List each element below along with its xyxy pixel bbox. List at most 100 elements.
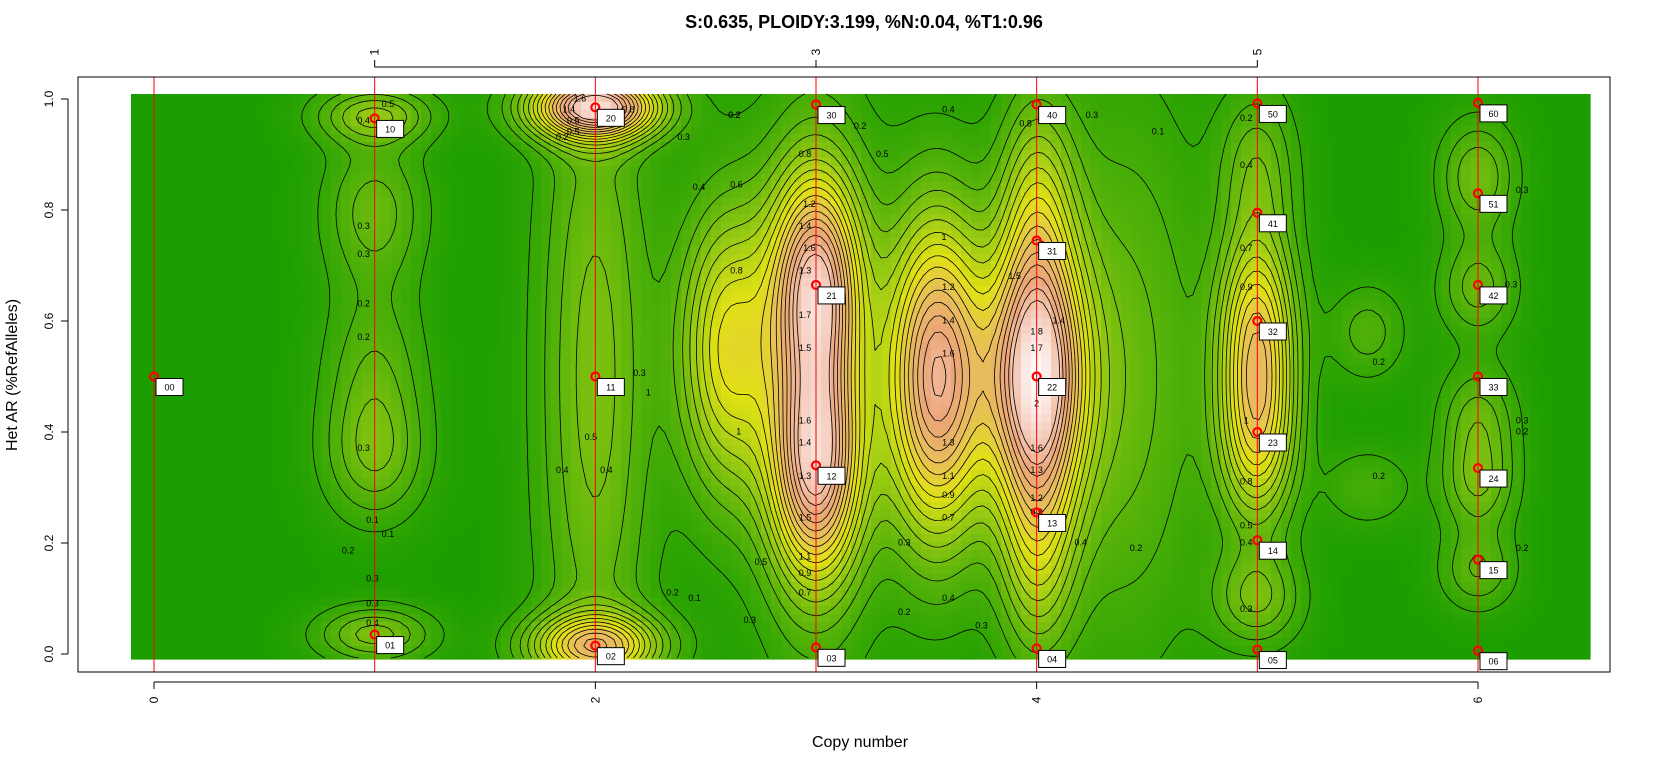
heat-cell [1581, 350, 1591, 359]
heat-cell [411, 102, 422, 111]
heat-cell [981, 334, 992, 343]
heat-cell [1411, 246, 1422, 255]
heat-cell [1041, 166, 1052, 175]
heat-cell [741, 286, 752, 295]
heat-cell [591, 190, 602, 199]
heat-cell [1131, 198, 1142, 207]
heat-cell [1361, 118, 1372, 127]
heat-cell [431, 150, 442, 159]
heat-cell [1371, 174, 1382, 183]
heat-cell [551, 318, 562, 327]
heat-cell [1091, 158, 1102, 167]
heat-cell [1061, 302, 1072, 311]
heat-cell [1201, 214, 1212, 223]
heat-cell [461, 326, 472, 335]
heat-cell [1171, 270, 1182, 279]
heat-cell [611, 326, 622, 335]
heat-cell [1331, 134, 1342, 143]
heat-cell [1361, 222, 1372, 231]
heat-cell [1551, 358, 1562, 367]
heat-cell [1021, 134, 1032, 143]
heat-cell [1041, 190, 1052, 199]
heat-cell [781, 270, 792, 279]
heat-cell [611, 358, 622, 367]
heat-cell [671, 350, 682, 359]
heat-cell [551, 254, 562, 263]
heat-cell [581, 150, 592, 159]
heat-cell [431, 110, 442, 119]
heat-cell [851, 174, 862, 183]
heat-cell [301, 166, 312, 175]
heat-cell [1531, 222, 1542, 231]
heat-cell [381, 254, 392, 263]
heat-cell [961, 358, 972, 367]
heat-cell [1521, 286, 1532, 295]
heat-cell [791, 134, 802, 143]
heat-cell [441, 166, 452, 175]
heat-cell [471, 110, 482, 119]
heat-cell [261, 102, 272, 111]
heat-cell [251, 302, 262, 311]
heat-cell [1361, 326, 1372, 335]
heat-cell [141, 286, 152, 295]
heat-cell [1551, 118, 1562, 127]
heat-cell [421, 214, 432, 223]
heat-cell [1381, 126, 1392, 135]
heat-cell [1331, 198, 1342, 207]
heat-cell [381, 174, 392, 183]
heat-cell [1251, 342, 1262, 351]
heat-cell [921, 246, 932, 255]
heat-cell [541, 262, 552, 271]
heat-cell [941, 198, 952, 207]
heat-cell [441, 302, 452, 311]
heat-cell [481, 206, 492, 215]
heat-cell [411, 126, 422, 135]
heat-cell [1411, 174, 1422, 183]
heat-cell [1011, 198, 1022, 207]
heat-cell [1191, 110, 1202, 119]
heat-cell [531, 182, 542, 191]
heat-cell [1531, 110, 1542, 119]
heat-cell [471, 158, 482, 167]
heat-cell [261, 134, 272, 143]
heat-cell [911, 150, 922, 159]
heat-cell [441, 190, 452, 199]
heat-cell [1111, 262, 1122, 271]
heat-cell [181, 278, 192, 287]
heat-cell [1401, 142, 1412, 151]
heat-cell [341, 318, 352, 327]
heat-cell [481, 238, 492, 247]
heat-cell [341, 278, 352, 287]
heat-cell [841, 358, 852, 367]
heat-cell [1171, 206, 1182, 215]
heat-cell [651, 318, 662, 327]
heat-cell [1451, 174, 1462, 183]
heat-cell [1301, 310, 1312, 319]
heat-cell [491, 150, 502, 159]
heat-cell [271, 150, 282, 159]
heat-cell [961, 110, 972, 119]
heat-cell [971, 278, 982, 287]
heat-cell [1381, 174, 1392, 183]
heat-cell [741, 310, 752, 319]
heat-cell [191, 110, 202, 119]
heat-cell [1521, 198, 1532, 207]
heat-cell [1401, 110, 1412, 119]
heat-cell [451, 126, 462, 135]
heat-cell [261, 198, 272, 207]
heat-cell [1191, 286, 1202, 295]
heat-cell [641, 214, 652, 223]
heat-cell [1111, 294, 1122, 303]
heat-cell [391, 222, 402, 231]
heat-cell [1581, 190, 1591, 199]
heat-cell [1571, 142, 1582, 151]
heat-cell [911, 246, 922, 255]
heat-cell [1071, 118, 1082, 127]
heat-cell [1511, 142, 1522, 151]
heat-cell [741, 158, 752, 167]
heat-cell [1211, 190, 1222, 199]
heat-cell [1461, 350, 1472, 359]
heat-cell [1291, 174, 1302, 183]
heat-cell [1541, 310, 1552, 319]
heat-cell [781, 302, 792, 311]
